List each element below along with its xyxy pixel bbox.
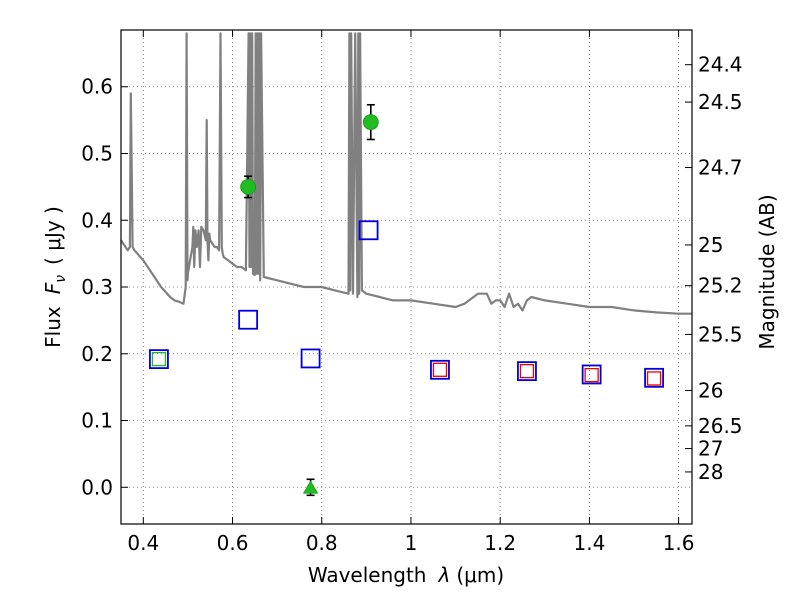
right-tick-label: 28 [698, 460, 723, 484]
y-tick-label: 0.5 [81, 142, 113, 166]
right-tick-label: 27 [698, 437, 723, 461]
right-tick-label: 25.5 [698, 322, 743, 346]
model-flux-square [149, 349, 169, 370]
x-tick-label: 1.4 [573, 531, 605, 555]
x-tick-label: 1 [405, 531, 418, 555]
right-tick-label: 24.5 [698, 90, 743, 114]
right-tick-label: 26.5 [698, 414, 743, 438]
model-flux-square [300, 348, 321, 369]
right-tick-label: 25 [698, 233, 723, 257]
model-flux-square [238, 309, 259, 330]
model-flux-inner-square [584, 367, 599, 383]
plot-frame [120, 29, 693, 525]
y-axis-ticks: 0.0 0.1 0.2 0.3 0.4 0.5 0.6 [81, 75, 128, 499]
y-axis-label-left: FluxFν( μJy ) [41, 206, 69, 348]
x-tick-label: 0.4 [127, 531, 159, 555]
x-axis-ticks: 0.4 0.6 0.8 1 1.2 1.4 1.6 [127, 30, 695, 555]
model-flux-square [358, 220, 379, 241]
grid-lines [121, 30, 692, 524]
model-flux-inner-square [646, 371, 662, 386]
model-flux-square [581, 364, 602, 385]
limit-point [302, 480, 319, 494]
model-spectrum-line [120, 32, 692, 315]
model-flux-square [644, 367, 664, 388]
right-tick-label: 24.4 [698, 53, 743, 77]
right-tick-label: 26 [698, 378, 723, 402]
data-markers [149, 103, 664, 497]
y-tick-label: 0.3 [81, 275, 113, 299]
right-tick-label: 24.7 [698, 156, 743, 180]
model-flux-inner-square [432, 362, 448, 377]
model-spectrum [120, 32, 692, 315]
detection-point [240, 178, 257, 195]
x-tick-label: 0.8 [306, 531, 338, 555]
model-flux-square [517, 361, 537, 382]
model-flux-inner-square [151, 351, 167, 367]
y-tick-label: 0.2 [81, 342, 113, 366]
x-tick-label: 1.6 [663, 531, 695, 555]
model-flux-inner-square [519, 363, 535, 379]
y-tick-label: 0.6 [81, 75, 113, 99]
y-axis-label-right: Magnitude (AB) [755, 194, 779, 349]
x-tick-label: 1.2 [484, 531, 516, 555]
right-tick-label: 25.2 [698, 274, 743, 298]
y-tick-label: 0.0 [81, 475, 113, 499]
detection-point [362, 114, 379, 131]
model-flux-square [430, 359, 450, 380]
y-tick-label: 0.4 [81, 208, 113, 232]
x-axis-label: Wavelength λ (μm) [308, 563, 504, 587]
x-tick-label: 0.6 [217, 531, 249, 555]
y-tick-label: 0.1 [81, 409, 113, 433]
